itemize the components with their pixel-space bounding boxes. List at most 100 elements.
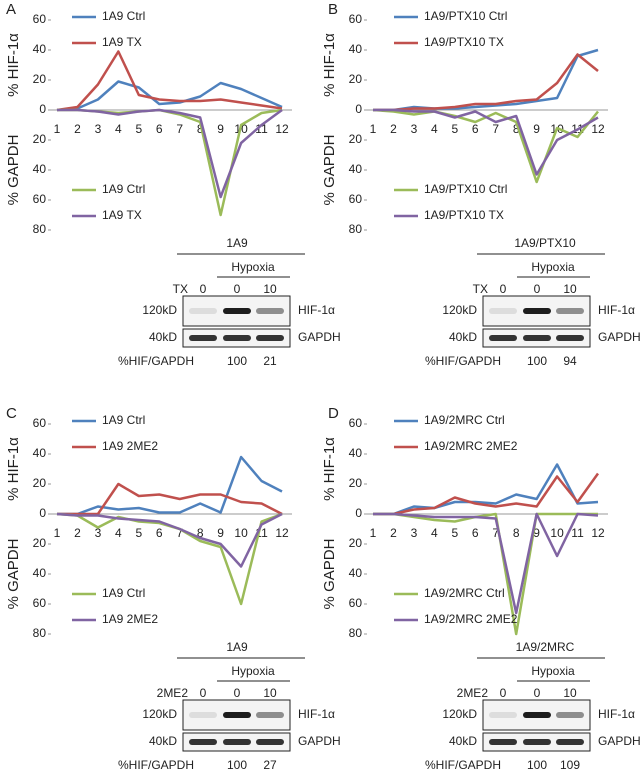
marker: 120kD — [142, 707, 177, 721]
x-tick-label: 9 — [217, 122, 224, 136]
legend-label: 1A9/2MRC 2ME2 — [424, 439, 518, 453]
x-tick-label: 6 — [156, 122, 163, 136]
y-tick-label: 20 — [33, 536, 47, 550]
y-label: % HIF-1α — [5, 437, 22, 501]
condition: Hypoxia — [231, 260, 275, 274]
legend-label: 1A9 Ctrl — [102, 413, 145, 427]
condition: Hypoxia — [531, 260, 575, 274]
marker: 40kD — [149, 330, 177, 344]
x-tick-label: 2 — [390, 122, 397, 136]
series-line — [56, 80, 283, 112]
marker: 120kD — [442, 707, 477, 721]
band — [256, 712, 284, 718]
legend-label: 1A9 Ctrl — [102, 586, 145, 600]
legend-label: 1A9 2ME2 — [102, 612, 158, 626]
series-line — [373, 472, 600, 516]
protein: HIF-1α — [298, 707, 335, 721]
marker: 120kD — [142, 303, 177, 317]
lane-label: 0 — [200, 282, 207, 296]
x-tick-label: 12 — [591, 526, 605, 540]
x-tick-label: 9 — [217, 526, 224, 540]
band — [189, 712, 217, 718]
lane-label: 0 — [500, 686, 507, 700]
x-tick-label: 7 — [176, 526, 183, 540]
y-label: % HIF-1α — [321, 33, 338, 97]
y-tick-label: 80 — [349, 626, 363, 640]
x-tick-label: 7 — [176, 122, 183, 136]
series-line — [57, 482, 283, 516]
series-line — [56, 512, 283, 606]
x-tick-label: 8 — [197, 122, 204, 136]
protein: GAPDH — [298, 330, 341, 344]
series-line — [56, 512, 283, 568]
x-tick-label: 3 — [411, 526, 418, 540]
band — [256, 739, 284, 745]
x-tick-label: 12 — [275, 526, 289, 540]
band — [489, 712, 517, 718]
x-tick-label: 9 — [533, 526, 540, 540]
series-line — [372, 108, 599, 184]
y-tick-label: 80 — [33, 626, 47, 640]
ratio: 100 — [227, 758, 247, 772]
x-tick-label: 10 — [550, 526, 564, 540]
band — [523, 712, 551, 718]
x-tick-label: 8 — [197, 526, 204, 540]
y-tick-label: 20 — [349, 132, 363, 146]
x-tick-label: 2 — [74, 122, 81, 136]
legend-label: 1A9 Ctrl — [102, 9, 145, 23]
ratio: 21 — [263, 354, 277, 368]
y-tick-label: 40 — [33, 162, 47, 176]
x-tick-label: 6 — [156, 526, 163, 540]
band — [223, 308, 251, 314]
ratio: 100 — [527, 758, 547, 772]
ratio: 27 — [263, 758, 277, 772]
y-tick-label: 0 — [39, 102, 46, 116]
y-tick-label: 80 — [33, 222, 47, 236]
y-tick-label: 20 — [349, 536, 363, 550]
lane-label: 0 — [500, 282, 507, 296]
blot-title: 1A9/PTX10 — [514, 236, 576, 250]
protein: HIF-1α — [298, 303, 335, 317]
y-tick-label: 60 — [349, 192, 363, 206]
band — [556, 335, 584, 341]
treatment: 2ME2 — [457, 686, 489, 700]
y-label: % GAPDH — [5, 539, 22, 610]
series-line — [373, 48, 599, 112]
legend-label: 1A9 TX — [102, 35, 142, 49]
y-tick-label: 60 — [33, 12, 47, 26]
band — [489, 308, 517, 314]
protein: GAPDH — [598, 330, 640, 344]
band — [489, 335, 517, 341]
treatment: TX — [173, 282, 188, 296]
lane-label: 10 — [263, 686, 277, 700]
legend-label: 1A9/2MRC 2ME2 — [424, 612, 518, 626]
marker: 40kD — [449, 330, 477, 344]
legend-label: 1A9/PTX10 Ctrl — [424, 9, 507, 23]
band — [523, 335, 551, 341]
series-line — [373, 463, 599, 516]
lane-label: 0 — [534, 282, 541, 296]
y-tick-label: 60 — [33, 596, 47, 610]
y-tick-label: 40 — [33, 446, 47, 460]
blot-title: 1A9 — [226, 236, 248, 250]
x-tick-label: 4 — [115, 122, 122, 136]
band — [189, 308, 217, 314]
legend-label: 1A9 2ME2 — [102, 439, 158, 453]
x-tick-label: 5 — [451, 526, 458, 540]
x-tick-label: 1 — [54, 122, 61, 136]
panel-label: C — [6, 405, 17, 422]
y-label: % GAPDH — [321, 539, 338, 610]
band — [223, 739, 251, 745]
x-tick-label: 7 — [492, 526, 499, 540]
panel-label: D — [328, 405, 339, 422]
legend-label: 1A9/PTX10 TX — [424, 208, 504, 222]
protein: HIF-1α — [598, 303, 635, 317]
lane-label: 0 — [234, 282, 241, 296]
legend-label: 1A9/2MRC Ctrl — [424, 586, 505, 600]
legend-label: 1A9 Ctrl — [102, 182, 145, 196]
x-tick-label: 6 — [472, 122, 479, 136]
lane-label: 0 — [234, 686, 241, 700]
treatment: 2ME2 — [157, 686, 189, 700]
y-label: % HIF-1α — [321, 437, 338, 501]
x-tick-label: 4 — [115, 526, 122, 540]
